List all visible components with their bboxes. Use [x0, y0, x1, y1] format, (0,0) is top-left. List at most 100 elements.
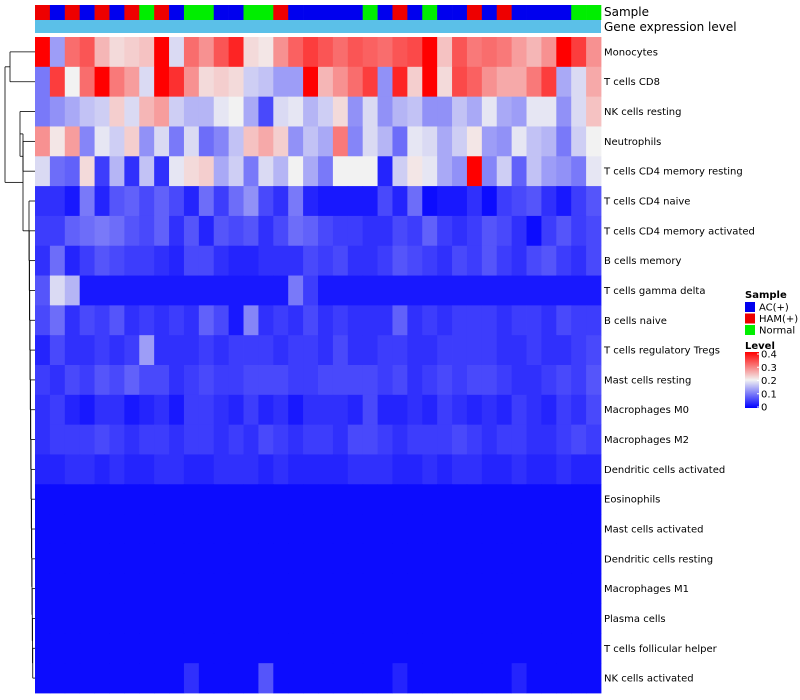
heatmap-cell: [124, 424, 140, 455]
heatmap-cell: [407, 186, 423, 217]
heatmap-cell: [407, 633, 423, 664]
heatmap-cell: [437, 186, 453, 217]
heatmap-cell: [258, 305, 274, 336]
heatmap-cell: [169, 37, 185, 68]
heatmap-cell: [362, 394, 378, 426]
heatmap-cells: [35, 37, 602, 694]
heatmap-cell: [79, 305, 95, 336]
heatmap-cell: [437, 514, 453, 545]
heatmap-cell: [481, 394, 498, 426]
heatmap-cell: [332, 424, 349, 455]
heatmap-cell: [362, 215, 378, 247]
heatmap-cell: [407, 424, 423, 455]
heatmap-cell: [49, 633, 66, 664]
heatmap-cell: [124, 245, 140, 276]
heatmap-cell: [511, 335, 527, 366]
heatmap-cell: [481, 424, 498, 455]
heatmap-cell: [541, 365, 557, 396]
heatmap-cell: [183, 335, 200, 366]
heatmap-cell: [258, 573, 274, 604]
heatmap-cell: [183, 215, 200, 247]
heatmap-cell: [124, 37, 140, 68]
heatmap-cell: [124, 186, 140, 217]
heatmap-cell: [526, 663, 542, 694]
heatmap-cell: [228, 305, 244, 336]
heatmap-cell: [452, 275, 468, 306]
sample-annotation-cell: [318, 5, 334, 20]
heatmap-cell: [571, 215, 587, 247]
heatmap-cell: [362, 245, 378, 276]
heatmap-cell: [496, 275, 513, 306]
heatmap-cell: [288, 514, 304, 545]
heatmap-cell: [169, 186, 185, 217]
heatmap-cell: [586, 275, 602, 306]
heatmap-cell: [437, 335, 453, 366]
heatmap-cell: [139, 514, 155, 545]
heatmap-cell: [452, 186, 468, 217]
heatmap-cell: [347, 215, 364, 247]
heatmap-cell: [169, 335, 185, 366]
row-label: T cells gamma delta: [603, 286, 705, 297]
heatmap-cell: [422, 275, 438, 306]
heatmap-cell: [35, 633, 51, 664]
heatmap-cell: [422, 245, 438, 276]
heatmap-cell: [198, 603, 215, 634]
heatmap-cell: [35, 215, 51, 247]
sample-annotation-cell: [526, 5, 542, 20]
heatmap-cell: [511, 633, 527, 664]
heatmap-cell: [124, 454, 140, 485]
heatmap-cell: [243, 305, 259, 336]
heatmap-cell: [511, 424, 527, 455]
heatmap-cell: [407, 365, 423, 396]
heatmap-cell: [526, 514, 542, 545]
heatmap-cell: [109, 186, 125, 217]
heatmap-cell: [213, 126, 230, 157]
heatmap-cell: [139, 186, 155, 217]
heatmap-cell: [318, 573, 334, 604]
heatmap-cell: [124, 603, 140, 634]
track-label-sample: Sample: [604, 5, 649, 19]
heatmap-cell: [124, 514, 140, 545]
heatmap-cell: [35, 156, 51, 187]
heatmap-cell: [288, 275, 304, 306]
heatmap-cell: [288, 66, 304, 98]
heatmap-cell: [273, 424, 289, 455]
heatmap-cell: [109, 543, 125, 575]
heatmap-cell: [422, 365, 438, 396]
heatmap-cell: [496, 484, 513, 515]
heatmap-cell: [392, 424, 408, 455]
heatmap-cell: [571, 245, 587, 276]
heatmap-cell: [377, 454, 393, 485]
heatmap-cell: [556, 37, 572, 68]
heatmap-cell: [213, 543, 230, 575]
heatmap-cell: [288, 365, 304, 396]
heatmap-cell: [586, 514, 602, 545]
heatmap-cell: [198, 424, 215, 455]
heatmap-cell: [243, 663, 259, 694]
heatmap-cell: [422, 424, 438, 455]
heatmap-cell: [392, 275, 408, 306]
heatmap-cell: [109, 156, 125, 187]
heatmap-cell: [332, 186, 349, 217]
heatmap-cell: [49, 66, 66, 98]
heatmap-cell: [392, 335, 408, 366]
heatmap-cell: [288, 305, 304, 336]
heatmap-cell: [273, 633, 289, 664]
heatmap-cell: [303, 543, 319, 575]
heatmap-cell: [377, 245, 393, 276]
heatmap-cell: [571, 633, 587, 664]
heatmap-cell: [541, 454, 557, 485]
heatmap-cell: [124, 663, 140, 694]
sample-annotation-cell: [154, 5, 170, 20]
heatmap-cell: [392, 514, 408, 545]
heatmap-cell: [332, 335, 349, 366]
heatmap-cell: [288, 454, 304, 485]
heatmap-cell: [377, 543, 393, 575]
heatmap-cell: [437, 603, 453, 634]
heatmap-cell: [347, 394, 364, 426]
heatmap-cell: [481, 275, 498, 306]
heatmap-cell: [466, 514, 483, 545]
heatmap-cell: [124, 365, 140, 396]
heatmap-cell: [258, 186, 274, 217]
heatmap-cell: [586, 543, 602, 575]
